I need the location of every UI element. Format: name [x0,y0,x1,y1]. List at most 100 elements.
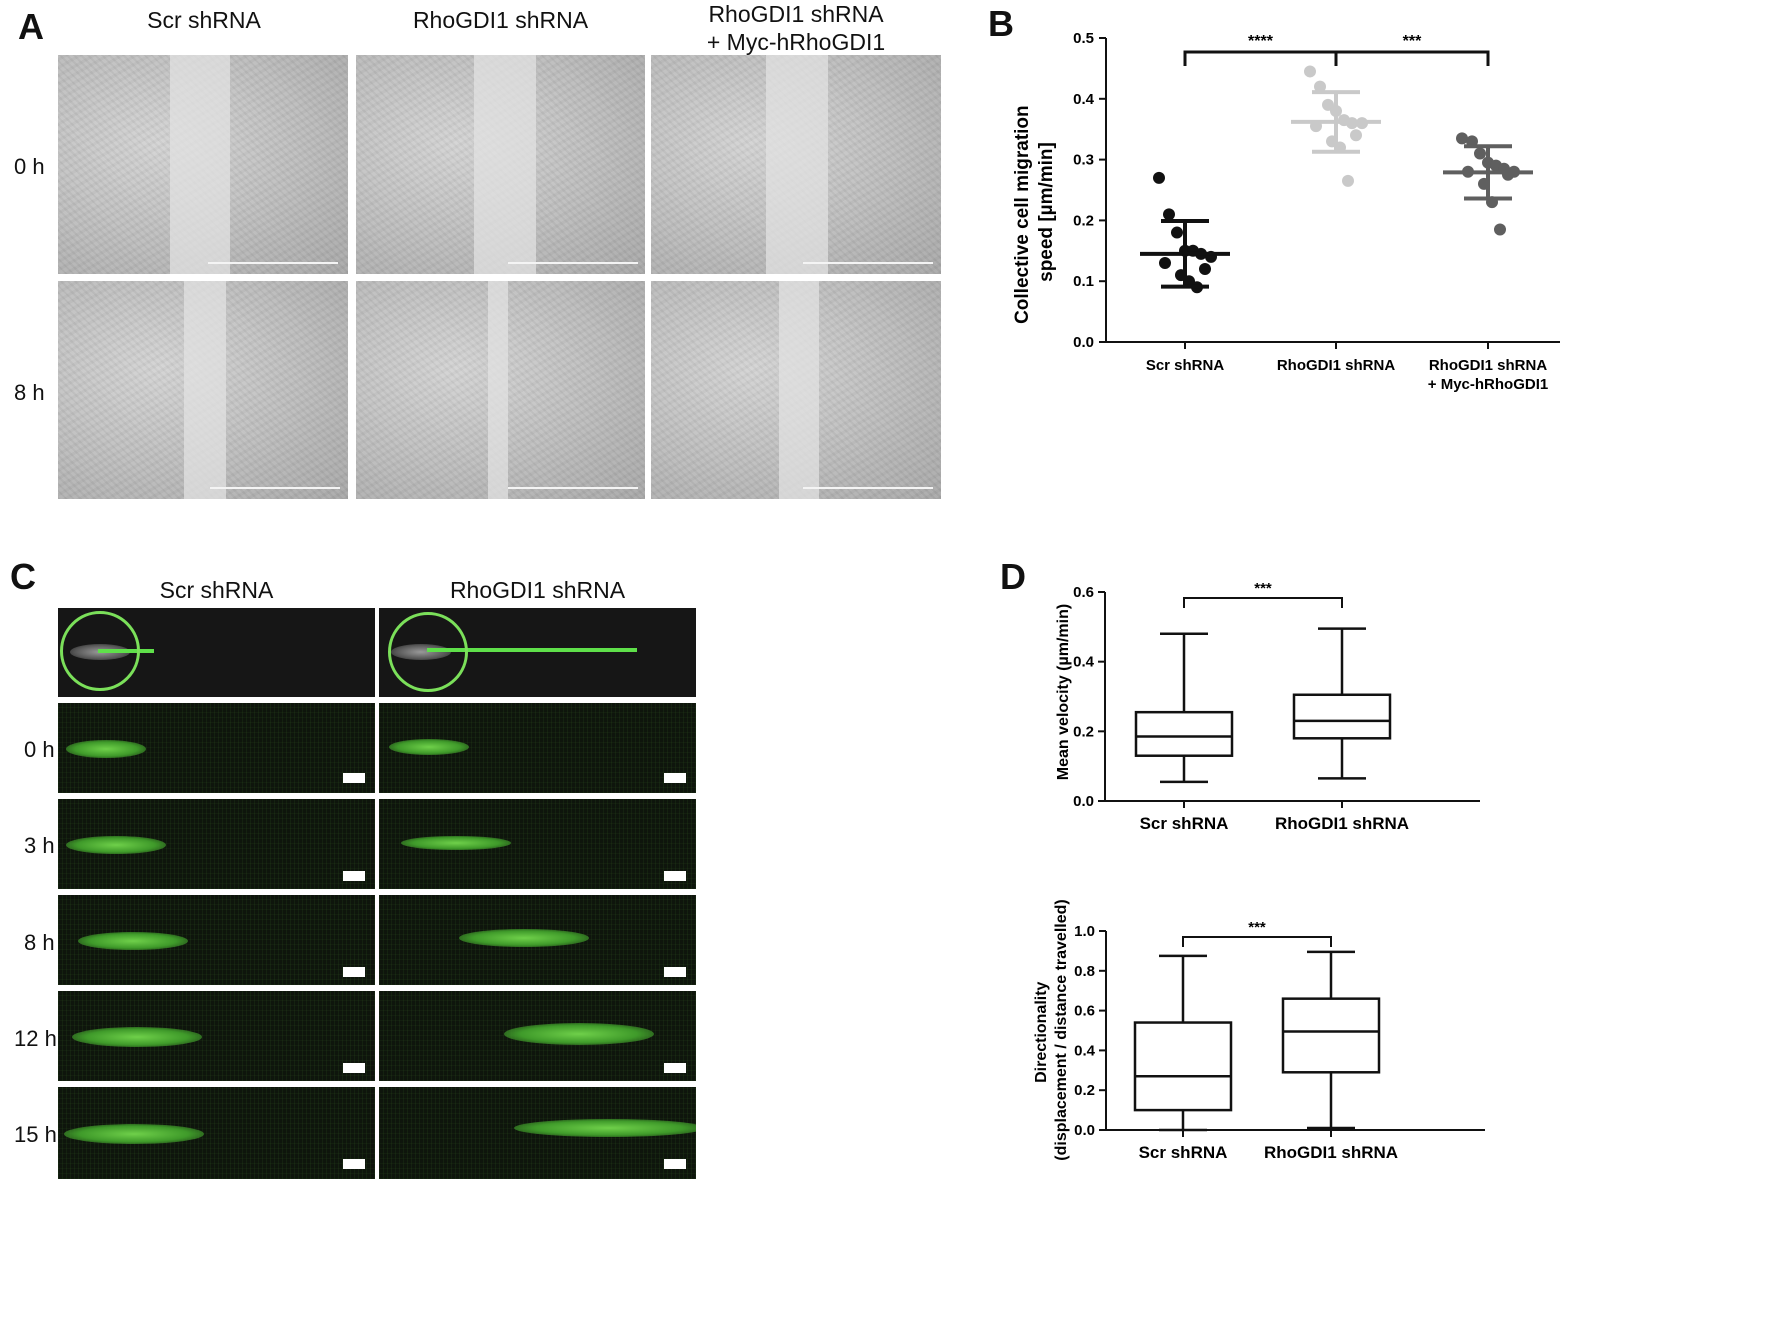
timelapse-rhogdi1-15h [379,1087,696,1179]
panel-label-d: D [1000,556,1026,597]
panel-c-row-label-15h: 15 h [14,1122,57,1147]
d-significance-label: *** [1254,580,1272,597]
panel-a-row-label-0h: 0 h [14,154,45,179]
b-data-point [1171,226,1183,239]
timelapse-rhogdi1-0h [379,703,696,793]
panel-c-row-label-12h: 12 h [14,1026,57,1051]
panel-c-row-label-0h: 0 h [24,737,55,762]
b-y-tick-label: 0.2 [1073,212,1094,229]
micrograph-rhogdi1-0h [356,55,645,274]
d-y-tick-label: 0.0 [1074,1122,1095,1139]
panel-a-row-label-8h: 8 h [14,380,45,405]
timelapse-rhogdi1-3h [379,799,696,889]
panel-label-c: C [10,556,36,597]
d-x-tick-label: RhoGDI1 shRNA [1264,1143,1398,1162]
panel-d-bottom-y-axis-label: Directionality (displacement / distance … [1033,900,1070,1161]
b-data-point [1314,80,1326,93]
timelapse-scr-0h [58,703,375,793]
b-x-tick-label-line: RhoGDI1 shRNA [1277,357,1396,374]
panel-b-axes: 0.0 0.1 0.2 0.3 0.4 0.5 Scr shRNA RhoGDI1 shRNA… [1073,30,1560,393]
b-significance-bracket [1183,50,1338,66]
micrograph-rescue-0h [651,55,941,274]
timelapse-rhogdi1-12h [379,991,696,1081]
d-y-tick-label: 0.4 [1074,1042,1096,1059]
panel-c-row-label-8h: 8 h [24,930,55,955]
panel-d-bottom-axes: 0.0 0.2 0.4 0.6 0.8 1.0 Scr shRNA RhoGDI1 shRNA [1074,923,1485,1162]
panel-b-y-axis-label-line-2: speed [µm/min] [1036,142,1057,282]
d-box [1133,1021,1233,1112]
panel-a-column-title-rhogdi1: RhoGDI1 shRNA [412,7,589,33]
d-box [1281,997,1381,1074]
panel-d-top-marks: *** [1134,580,1392,784]
timelapse-scr-8h [58,895,375,985]
d-y-tick-label: 0.4 [1073,654,1095,671]
b-data-point [1456,132,1468,145]
b-y-tick-label: 0.5 [1073,30,1094,47]
d-x-tick-label: RhoGDI1 shRNA [1275,814,1409,833]
panel-a-column-title-rescue: RhoGDI1 shRNA + Myc-hRhoGDI1 [706,1,886,55]
b-x-tick-label-line: RhoGDI1 shRNA [1429,357,1548,374]
b-significance-label: *** [1403,33,1422,50]
b-data-point [1474,147,1486,160]
d-y-tick-label: 0.2 [1073,723,1094,740]
b-data-point [1350,129,1362,142]
panel-d-top-y-axis-label-line-1: Mean velocity (µm/min) [1055,604,1072,780]
b-x-tick-label: RhoGDI1 shRNA [1277,357,1396,374]
panel-b-y-axis-label: Collective cell migration speed [µm/min] [1012,100,1057,324]
d-y-tick-label: 0.0 [1073,793,1094,810]
b-x-tick-label: RhoGDI1 shRNA + Myc-hRhoGDI1 [1428,357,1548,393]
micrograph-scr-0h [58,55,348,274]
timelapse-scr-15h [58,1087,375,1179]
panel-d-directionality-boxplot: 0.0 0.2 0.4 0.6 0.8 1.0 Scr shRNA RhoGDI1 shRNA… [1033,900,1485,1162]
d-y-tick-label: 1.0 [1074,923,1095,940]
d-significance-bracket [1183,597,1343,608]
timelapse-scr-3h [58,799,375,889]
b-y-tick-label: 0.0 [1073,334,1094,351]
b-data-point [1199,263,1211,276]
d-y-tick-label: 0.6 [1073,584,1094,601]
d-x-tick-label: Scr shRNA [1140,814,1229,833]
d-y-tick-label: 0.6 [1074,1003,1095,1020]
d-box [1134,710,1234,757]
b-data-point [1304,65,1316,78]
b-data-point [1159,256,1171,269]
track-image-scr [58,608,375,697]
track-image-rhogdi1 [379,608,696,697]
panel-d-mean-velocity-boxplot: 0.0 0.2 0.4 0.6 Scr shRNA RhoGDI1 shRNA *** M… [1055,580,1480,833]
panel-d-top-y-axis-label: Mean velocity (µm/min) [1055,604,1072,780]
b-y-tick-label: 0.4 [1073,91,1095,108]
micrograph-scr-8h [58,281,348,499]
timelapse-rhogdi1-8h [379,895,696,985]
d-box [1292,693,1392,740]
panel-c-column-title-scr: Scr shRNA [159,577,274,603]
panel-d-top-axes: 0.0 0.2 0.4 0.6 Scr shRNA RhoGDI1 shRNA [1073,584,1480,833]
b-y-tick-label: 0.1 [1073,273,1094,290]
d-significance-label: *** [1248,919,1266,936]
timelapse-scr-12h [58,991,375,1081]
panel-b-scatter-chart: 0.0 0.1 0.2 0.3 0.4 0.5 Scr shRNA RhoGDI1 shRNA… [1012,30,1560,393]
micrograph-rescue-8h [651,281,941,499]
micrograph-rhogdi1-8h [356,281,645,499]
b-data-point [1163,208,1175,221]
panel-b-y-axis-label-line-1: Collective cell migration [1012,105,1033,324]
panel-label-a: A [18,6,44,47]
b-data-point [1494,223,1506,236]
b-data-point [1342,174,1354,187]
panel-d-bottom-marks: *** [1133,919,1381,1132]
b-y-tick-label: 0.3 [1073,152,1094,169]
d-x-tick-label: Scr shRNA [1139,1143,1228,1162]
d-y-tick-label: 0.2 [1074,1082,1095,1099]
panel-d-bottom-y-axis-label-line-2: (displacement / distance travelled) [1053,900,1070,1161]
b-significance-label: **** [1248,33,1274,50]
b-data-point [1153,171,1165,184]
panel-a-column-title-scr: Scr shRNA [147,7,261,33]
panel-b-marks: **** *** [1140,33,1533,294]
panel-c-row-label-3h: 3 h [24,833,55,858]
b-x-tick-label-line: Scr shRNA [1146,357,1225,374]
panel-label-b: B [988,3,1014,44]
d-significance-bracket [1182,936,1332,947]
b-x-tick-label-line: + Myc-hRhoGDI1 [1428,376,1548,393]
panel-d-bottom-y-axis-label-line-1: Directionality [1033,981,1050,1082]
b-x-tick-label: Scr shRNA [1146,357,1225,374]
b-significance-bracket [1334,50,1490,66]
